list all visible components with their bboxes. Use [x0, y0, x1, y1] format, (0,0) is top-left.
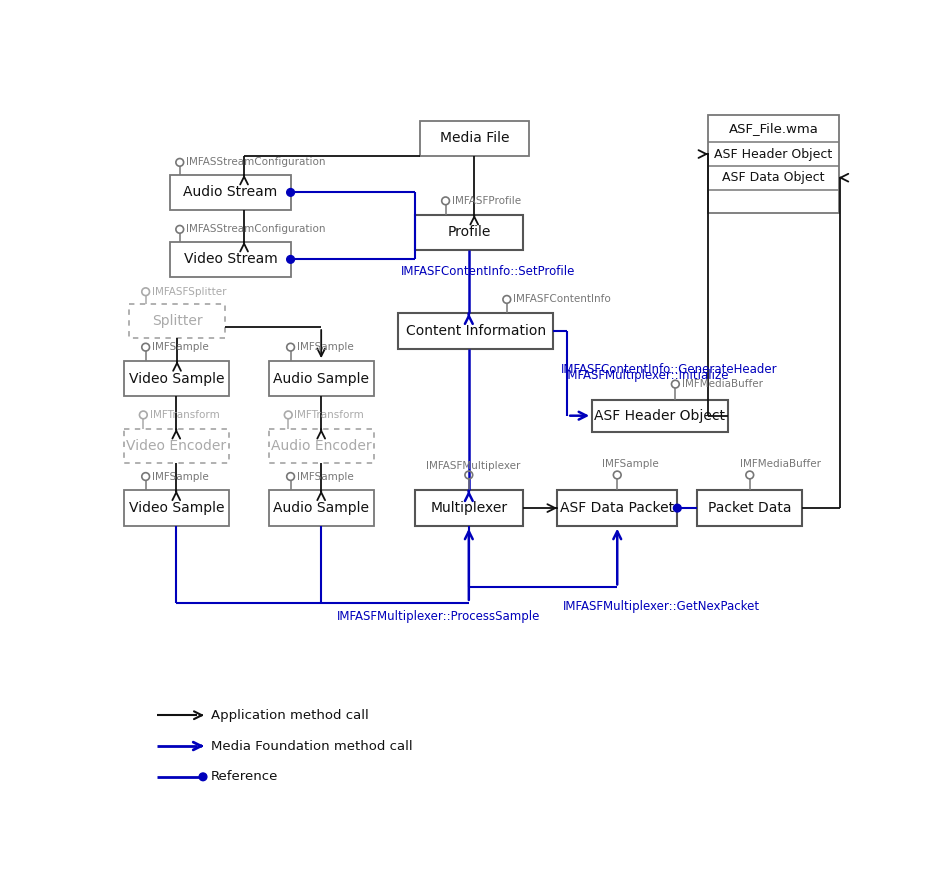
- Text: IMFASStreamConfiguration: IMFASStreamConfiguration: [186, 158, 325, 168]
- Circle shape: [674, 504, 681, 512]
- Circle shape: [199, 773, 207, 781]
- Text: Video Encoder: Video Encoder: [126, 438, 226, 453]
- Bar: [268, 490, 373, 526]
- Text: IMFSample: IMFSample: [297, 471, 353, 481]
- Text: Media Foundation method call: Media Foundation method call: [211, 740, 413, 753]
- Text: IMFSample: IMFSample: [602, 459, 658, 470]
- Text: ASF Data Packet: ASF Data Packet: [560, 501, 674, 515]
- Bar: [268, 429, 373, 462]
- Text: IMFTransform: IMFTransform: [150, 410, 219, 420]
- Text: IMFSample: IMFSample: [297, 342, 353, 352]
- Bar: [124, 490, 229, 526]
- Bar: [593, 399, 727, 432]
- Bar: [129, 304, 225, 338]
- Text: Audio Encoder: Audio Encoder: [271, 438, 371, 453]
- Bar: [697, 490, 802, 526]
- Text: IMFASFSplitter: IMFASFSplitter: [152, 287, 226, 297]
- Text: ASF_File.wma: ASF_File.wma: [728, 122, 819, 135]
- Text: IMFSample: IMFSample: [152, 342, 208, 352]
- Text: IMFASFProfile: IMFASFProfile: [452, 196, 521, 206]
- Text: IMFASFMultiplexer::Initialize: IMFASFMultiplexer::Initialize: [565, 369, 729, 382]
- Text: ASF Header Object: ASF Header Object: [714, 148, 833, 160]
- Bar: [414, 490, 523, 526]
- Text: IMFASFMultiplexer: IMFASFMultiplexer: [426, 461, 521, 470]
- Text: IMFASFContentInfo::SetProfile: IMFASFContentInfo::SetProfile: [400, 266, 575, 278]
- Text: Media File: Media File: [440, 132, 509, 145]
- Bar: [124, 429, 229, 462]
- Text: Audio Stream: Audio Stream: [184, 185, 278, 200]
- Text: Video Sample: Video Sample: [128, 501, 224, 515]
- Text: Application method call: Application method call: [211, 708, 368, 722]
- Circle shape: [286, 256, 295, 263]
- Text: Packet Data: Packet Data: [708, 501, 791, 515]
- Text: IMFMediaBuffer: IMFMediaBuffer: [682, 379, 763, 389]
- Text: IMFASFMultiplexer::GetNexPacket: IMFASFMultiplexer::GetNexPacket: [563, 601, 760, 613]
- Text: IMFASStreamConfiguration: IMFASStreamConfiguration: [186, 225, 325, 234]
- Text: IMFSample: IMFSample: [152, 471, 208, 481]
- Text: IMFASFContentInfo: IMFASFContentInfo: [513, 294, 610, 305]
- Text: Video Sample: Video Sample: [128, 372, 224, 386]
- Circle shape: [286, 189, 295, 196]
- Text: IMFASFContentInfo::GenerateHeader: IMFASFContentInfo::GenerateHeader: [561, 363, 778, 376]
- Text: Reference: Reference: [211, 771, 278, 783]
- Text: Audio Sample: Audio Sample: [273, 372, 369, 386]
- Text: IMFTransform: IMFTransform: [295, 410, 365, 420]
- Text: Content Information: Content Information: [406, 324, 545, 338]
- Text: IMFMediaBuffer: IMFMediaBuffer: [740, 459, 821, 470]
- Bar: [124, 361, 229, 396]
- Bar: [268, 361, 373, 396]
- Bar: [171, 175, 290, 210]
- Bar: [398, 314, 553, 348]
- Bar: [557, 490, 677, 526]
- Text: Video Stream: Video Stream: [184, 252, 277, 266]
- Bar: [171, 241, 290, 277]
- Bar: [708, 115, 838, 213]
- Text: Profile: Profile: [447, 225, 491, 240]
- Text: Audio Sample: Audio Sample: [273, 501, 369, 515]
- Bar: [420, 121, 528, 156]
- Text: Multiplexer: Multiplexer: [430, 501, 508, 515]
- Text: Splitter: Splitter: [152, 314, 203, 328]
- Text: ASF Header Object: ASF Header Object: [594, 409, 725, 422]
- Text: ASF Data Object: ASF Data Object: [723, 171, 824, 184]
- Bar: [414, 215, 523, 250]
- Text: IMFASFMultiplexer::ProcessSample: IMFASFMultiplexer::ProcessSample: [336, 610, 540, 623]
